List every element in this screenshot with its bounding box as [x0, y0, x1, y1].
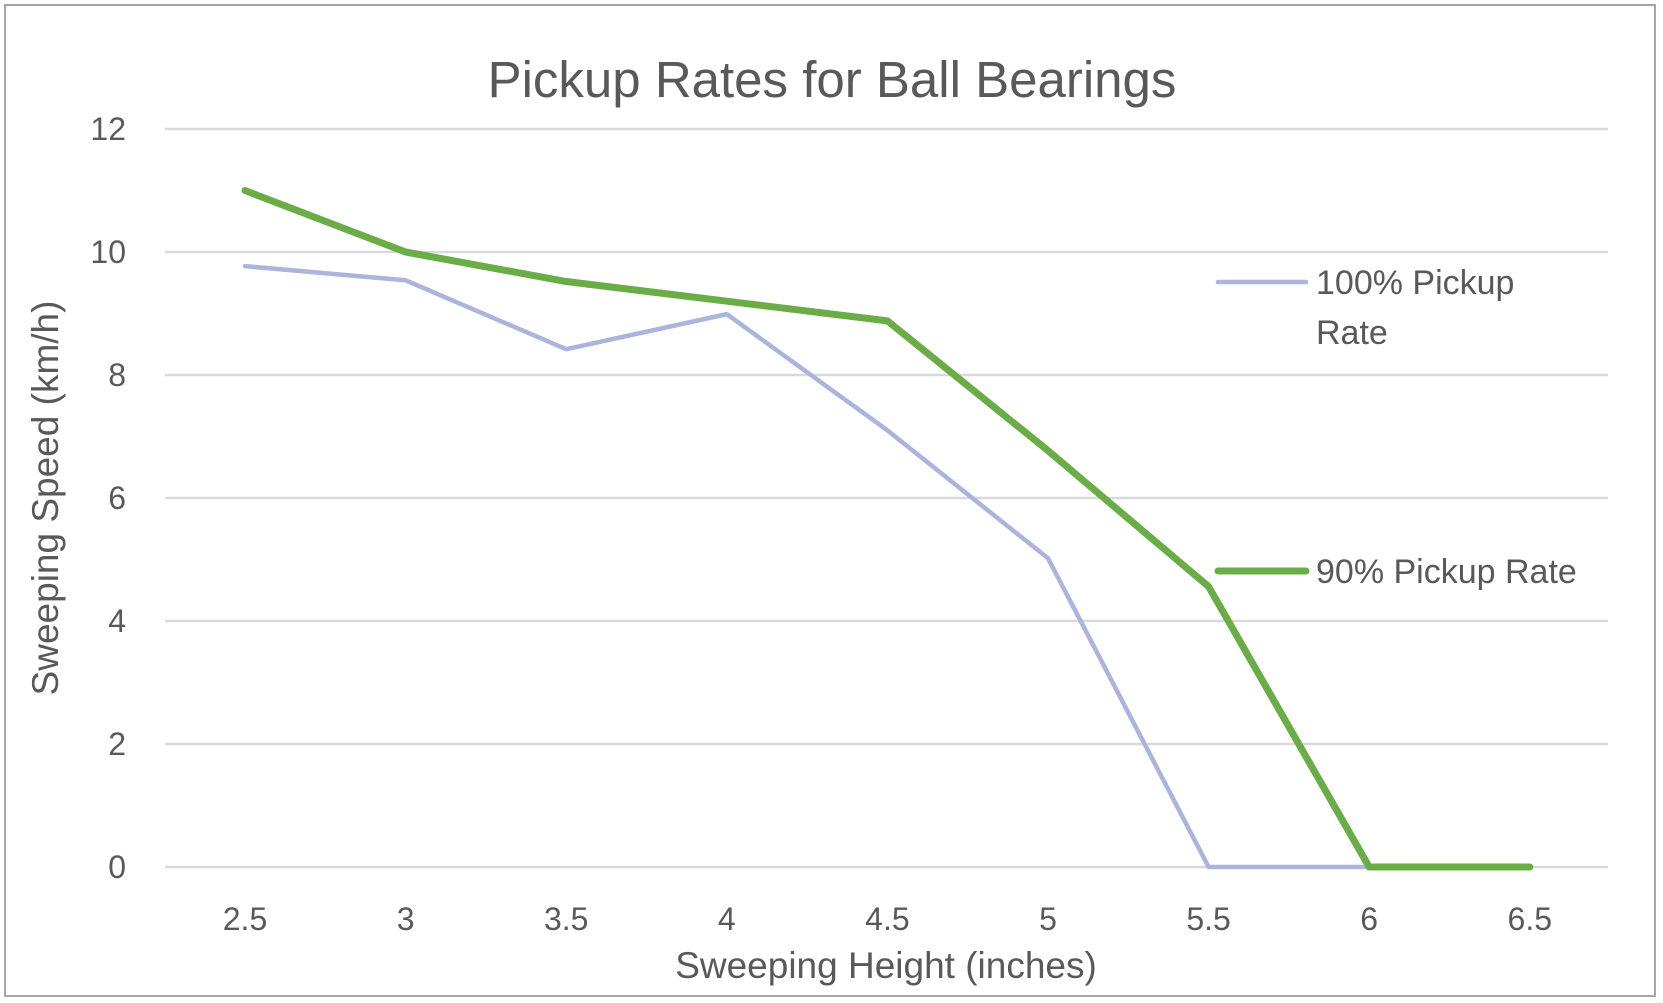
y-tick-label: 0 — [108, 849, 126, 885]
y-tick-label: 6 — [108, 480, 126, 516]
chart-title: Pickup Rates for Ball Bearings — [488, 51, 1177, 108]
x-tick-label: 5.5 — [1186, 901, 1230, 937]
x-tick-label: 6 — [1360, 901, 1378, 937]
chart-frame — [4, 4, 1656, 997]
x-tick-label: 3 — [397, 901, 415, 937]
x-tick-label: 2.5 — [223, 901, 267, 937]
legend-label: 90% Pickup Rate — [1316, 553, 1577, 591]
y-tick-label: 10 — [90, 234, 126, 270]
x-tick-label: 5 — [1039, 901, 1057, 937]
y-axis-title: Sweeping Speed (km/h) — [25, 301, 66, 696]
legend-label: Rate — [1316, 314, 1388, 352]
y-tick-label: 4 — [108, 603, 126, 639]
y-tick-label: 8 — [108, 357, 126, 393]
y-tick-label: 2 — [108, 726, 126, 762]
x-tick-label: 6.5 — [1508, 901, 1552, 937]
x-tick-label: 3.5 — [544, 901, 588, 937]
series-line-1 — [242, 263, 1372, 870]
x-axis-title: Sweeping Height (inches) — [675, 945, 1097, 986]
legend-label: 100% Pickup — [1316, 264, 1514, 302]
x-tick-label: 4 — [718, 901, 736, 937]
x-tick-label: 4.5 — [865, 901, 909, 937]
y-tick-label: 12 — [90, 111, 126, 147]
